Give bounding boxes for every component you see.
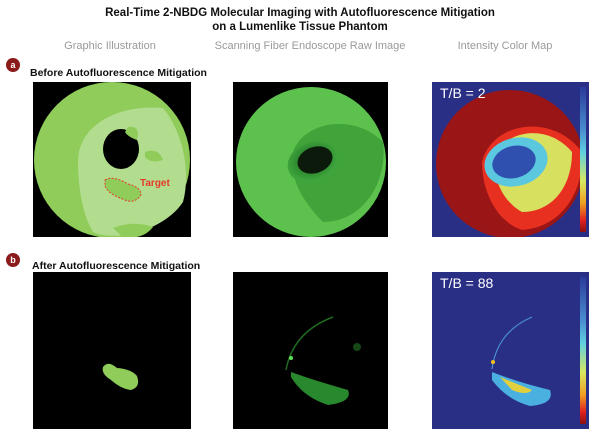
row-label-after: After Autofluorescence Mitigation [32, 260, 201, 272]
column-header-color-map: Intensity Color Map [457, 40, 553, 52]
illustration-after [33, 272, 191, 429]
figure-title-line1: Real-Time 2-NBDG Molecular Imaging with … [105, 7, 495, 19]
column-header-raw-image: Scanning Fiber Endoscope Raw Image [214, 40, 406, 52]
raw-image-before [233, 82, 388, 237]
row-badge-b: b [6, 253, 20, 267]
figure-title-line2: on a Lumenlike Tissue Phantom [212, 21, 388, 33]
illustration-before: Target [33, 82, 191, 237]
raw-image-after [233, 272, 388, 429]
colormap-before: T/B = 2 [432, 82, 589, 237]
row-badge-a: a [6, 58, 20, 72]
row-label-before: Before Autofluorescence Mitigation [30, 67, 207, 79]
colormap-after: T/B = 88 [432, 272, 589, 429]
column-header-illustration: Graphic Illustration [64, 40, 156, 52]
tb-ratio-before: T/B = 2 [440, 85, 486, 101]
tb-ratio-after: T/B = 88 [440, 275, 494, 291]
target-label: Target [140, 178, 170, 189]
